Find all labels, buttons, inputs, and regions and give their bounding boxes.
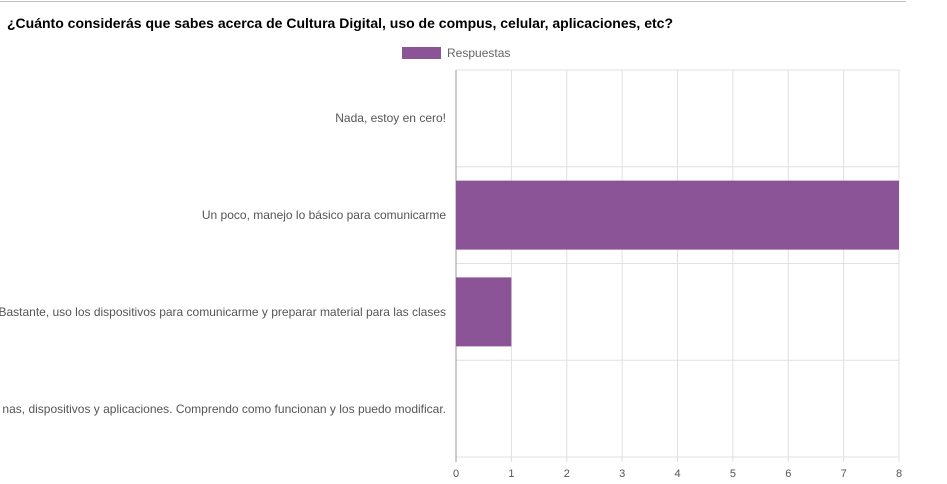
category-label: Nada, estoy en cero! <box>0 111 446 125</box>
bar <box>456 180 899 250</box>
x-tick-label: 3 <box>619 468 625 480</box>
legend-swatch <box>402 47 441 59</box>
top-divider <box>0 1 906 2</box>
x-tick-label: 6 <box>785 468 791 480</box>
x-tick-label: 5 <box>730 468 736 480</box>
x-tick-label: 7 <box>841 468 847 480</box>
x-tick-label: 8 <box>896 468 902 480</box>
category-label-text: nas, dispositivos y aplicaciones. Compre… <box>2 401 446 416</box>
category-label-text: Nada, estoy en cero! <box>335 111 446 126</box>
x-tick-label: 1 <box>508 468 514 480</box>
x-tick-label: 0 <box>453 468 459 480</box>
category-label: Bastante, uso los dispositivos para comu… <box>0 305 446 319</box>
category-label-text: Un poco, manejo lo básico para comunicar… <box>201 208 446 223</box>
chart-title: ¿Cuánto considerás que sabes acerca de C… <box>7 15 673 31</box>
legend-label: Respuestas <box>447 46 511 60</box>
category-label-text: Bastante, uso los dispositivos para comu… <box>0 304 446 319</box>
bar <box>456 277 512 347</box>
legend: Respuestas <box>402 46 510 60</box>
x-tick-label: 2 <box>564 468 570 480</box>
category-label: nas, dispositivos y aplicaciones. Compre… <box>0 402 446 416</box>
x-tick-label: 4 <box>674 468 680 480</box>
category-label: Un poco, manejo lo básico para comunicar… <box>0 208 446 222</box>
